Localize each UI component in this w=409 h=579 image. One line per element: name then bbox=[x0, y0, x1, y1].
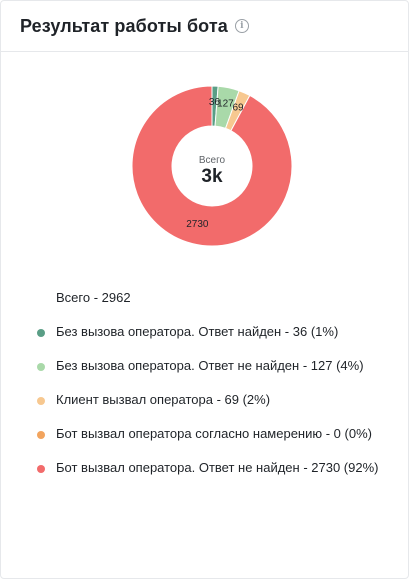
donut-slices bbox=[131, 85, 293, 247]
donut-data-label: 127 bbox=[217, 98, 234, 109]
legend-label: Без вызова оператора. Ответ найден - 36 … bbox=[56, 324, 339, 339]
legend-swatch bbox=[37, 363, 45, 371]
legend-swatch bbox=[37, 431, 45, 439]
legend-label: Клиент вызвал оператора - 69 (2%) bbox=[56, 392, 271, 407]
legend-items: Без вызова оператора. Ответ найден - 36 … bbox=[37, 322, 392, 478]
legend-item[interactable]: Без вызова оператора. Ответ найден - 36 … bbox=[37, 322, 392, 342]
card-title: Результат работы бота bbox=[20, 15, 228, 36]
info-icon[interactable]: i bbox=[234, 19, 249, 33]
donut-data-label: 36 bbox=[209, 97, 221, 108]
legend-item[interactable]: Бот вызвал оператора согласно намерению … bbox=[37, 424, 392, 444]
legend-label: Без вызова оператора. Ответ не найден - … bbox=[56, 358, 364, 373]
legend-item[interactable]: Без вызова оператора. Ответ не найден - … bbox=[37, 356, 392, 376]
legend-total: Всего - 2962 bbox=[56, 290, 131, 305]
legend-item[interactable]: Клиент вызвал оператора - 69 (2%) bbox=[37, 390, 392, 410]
legend-label: Бот вызвал оператора. Ответ не найден - … bbox=[56, 460, 379, 475]
card-header: Результат работы бота i bbox=[1, 1, 408, 52]
legend-item[interactable]: Бот вызвал оператора. Ответ не найден - … bbox=[37, 458, 392, 478]
donut-slice[interactable] bbox=[131, 85, 293, 247]
donut-data-label: 2730 bbox=[186, 219, 209, 230]
legend-swatch bbox=[37, 397, 45, 405]
chart-legend: Всего - 2962 Без вызова оператора. Ответ… bbox=[37, 288, 392, 492]
donut-data-label: 69 bbox=[232, 103, 244, 114]
center-total-label: Всего bbox=[199, 155, 226, 166]
legend-swatch bbox=[37, 329, 45, 337]
legend-label: Бот вызвал оператора согласно намерению … bbox=[56, 426, 372, 441]
center-total-value: 3k bbox=[201, 166, 223, 187]
legend-swatch bbox=[37, 465, 45, 473]
